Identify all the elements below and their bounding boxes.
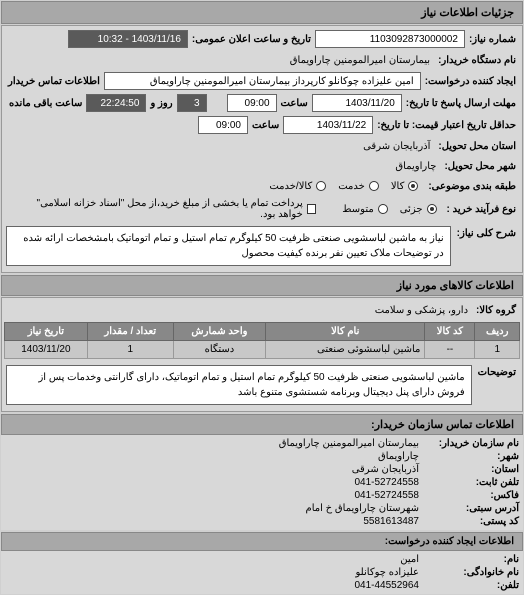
radio-goods-icon xyxy=(408,181,418,191)
td-name: ماشین لباسشوئی صنعتی xyxy=(266,341,425,359)
category-goods[interactable]: کالا xyxy=(391,181,419,192)
remaining-label: ساعت باقی مانده xyxy=(5,98,86,109)
td-code: -- xyxy=(425,341,475,359)
time-label-2: ساعت xyxy=(248,120,283,131)
radio-medium-icon xyxy=(378,204,388,214)
contact-province-value: آذربایجان شرقی xyxy=(352,464,419,475)
page-header: جزئیات اطلاعات نیاز xyxy=(1,1,523,24)
th-code: کد کالا xyxy=(425,323,475,341)
group-label: گروه کالا: xyxy=(472,305,520,316)
contact-province-label: استان: xyxy=(419,464,519,475)
payment-label: پرداخت تمام یا بخشی از مبلغ خرید،از محل … xyxy=(10,198,303,220)
device-label: نام دستگاه خریدار: xyxy=(434,55,520,66)
type-small[interactable]: جزئی xyxy=(400,204,437,215)
contact-city-value: چاراویماق xyxy=(378,451,419,462)
radio-both-icon xyxy=(316,181,326,191)
postal-label: کد پستی: xyxy=(419,516,519,527)
fax-label: فاكس: xyxy=(419,490,519,501)
request-info-section: شماره نیاز: 1103092873000002 تاریخ و ساع… xyxy=(1,25,523,273)
datetime-label: تاریخ و ساعت اعلان عمومی: xyxy=(188,34,315,45)
time-label-1: ساعت xyxy=(277,98,312,109)
deadline-date: 1403/11/20 xyxy=(312,94,402,112)
number-value: 1103092873000002 xyxy=(315,30,465,48)
desc-value: نیاز به ماشین لباسشویی صنعتی ظرفیت 50 کی… xyxy=(6,226,451,266)
th-unit: واحد شمارش xyxy=(173,323,265,341)
address-value: شهرستان چاراویماق خ امام xyxy=(306,503,420,514)
price-validity-date: 1403/11/22 xyxy=(283,116,373,134)
days-label: روز و xyxy=(146,98,176,109)
creator-name-label: نام: xyxy=(419,554,519,565)
purchase-type-label: نوع فرآیند خرید : xyxy=(443,204,520,215)
category-both[interactable]: کالا/خدمت xyxy=(269,181,326,192)
city-value: چاراویماق xyxy=(391,161,440,172)
td-row: 1 xyxy=(475,341,520,359)
th-date: تاریخ نیاز xyxy=(5,323,88,341)
th-name: نام کالا xyxy=(266,323,425,341)
type-small-label: جزئی xyxy=(400,204,423,215)
creator-value: امین علیزاده چوکانلو کارپرداز بیمارستان … xyxy=(104,72,421,90)
remaining-value: 22:24:50 xyxy=(86,94,146,112)
phone-label: تلفن ثابت: xyxy=(419,477,519,488)
radio-small-icon xyxy=(427,204,437,214)
td-unit: دستگاه xyxy=(173,341,265,359)
cat-both-label: کالا/خدمت xyxy=(269,181,312,192)
days-value: 3 xyxy=(177,94,207,112)
page-title: جزئیات اطلاعات نیاز xyxy=(421,7,514,19)
notes-value: ماشین لباسشویی صنعتی ظرفیت 50 کیلوگرم تم… xyxy=(6,365,472,405)
org-name-value: بیمارستان امیرالمومنین چاراویماق xyxy=(279,438,419,449)
th-qty: تعداد / مقدار xyxy=(87,323,173,341)
province-label: استان محل تحویل: xyxy=(434,141,520,152)
address-label: آدرس سبتی: xyxy=(419,503,519,514)
category-label: طبقه بندی موضوعی: xyxy=(424,181,520,192)
number-label: شماره نیاز: xyxy=(465,34,520,45)
payment-checkbox[interactable]: پرداخت تمام یا بخشی از مبلغ خرید،از محل … xyxy=(10,198,316,220)
deadline-time: 09:00 xyxy=(227,94,277,112)
goods-section-title: اطلاعات کالاهای مورد نیاز xyxy=(1,275,523,296)
org-name-label: نام سازمان خریدار: xyxy=(419,438,519,449)
notes-label: توضیحات xyxy=(474,363,520,378)
city-label: شهر محل تحویل: xyxy=(440,161,520,172)
creator-phone-value: 041-44552964 xyxy=(354,580,419,591)
radio-services-icon xyxy=(369,181,379,191)
province-value: آذربایجان شرقی xyxy=(359,141,434,152)
creator-section-title: اطلاعات ایجاد کننده درخواست: xyxy=(1,532,523,551)
group-value: دارو، پزشکی و سلامت xyxy=(371,305,472,316)
cat-goods-label: کالا xyxy=(391,181,405,192)
type-medium-label: متوسط xyxy=(342,204,373,215)
contact-section-title: اطلاعات تماس سازمان خریدار: xyxy=(1,414,523,435)
creator-family-label: نام خانوادگی: xyxy=(419,567,519,578)
th-row: ردیف xyxy=(475,323,520,341)
table-row: 1 -- ماشین لباسشوئی صنعتی دستگاه 1 1403/… xyxy=(5,341,520,359)
device-value: بیمارستان امیرالمومنین چاراویماق xyxy=(286,55,434,66)
price-validity-time: 09:00 xyxy=(198,116,248,134)
td-qty: 1 xyxy=(87,341,173,359)
contact-label: اطلاعات تماس خریدار xyxy=(4,76,104,87)
phone-value: 041-52724558 xyxy=(354,477,419,488)
postal-value: 5581613487 xyxy=(363,516,419,527)
deadline-label: مهلت ارسال پاسخ تا تاریخ: xyxy=(402,98,520,109)
creator-phone-label: تلفن: xyxy=(419,580,519,591)
fax-value: 041-52724558 xyxy=(354,490,419,501)
goods-table: ردیف کد کالا نام کالا واحد شمارش تعداد /… xyxy=(4,322,520,359)
datetime-value: 1403/11/16 - 10:32 xyxy=(68,30,188,48)
creator-name-value: امین xyxy=(400,554,419,565)
goods-section: گروه کالا: دارو، پزشکی و سلامت ردیف کد ک… xyxy=(1,297,523,412)
creator-family-value: علیزاده چوکانلو xyxy=(356,567,419,578)
checkbox-payment-icon xyxy=(307,204,317,214)
category-services[interactable]: خدمت xyxy=(338,181,379,192)
creator-info: نام: امین نام خانوادگی: علیزاده چوکانلو … xyxy=(1,551,523,594)
contact-city-label: شهر: xyxy=(419,451,519,462)
desc-label: شرح کلی نیاز: xyxy=(453,224,520,239)
creator-label: ایجاد کننده درخواست: xyxy=(421,76,520,87)
contact-info: نام سازمان خریدار: بیمارستان امیرالمومنی… xyxy=(1,435,523,530)
cat-services-label: خدمت xyxy=(338,181,365,192)
price-validity-label: حداقل تاریخ اعتبار قیمت: تا تاریخ: xyxy=(373,120,520,131)
type-medium[interactable]: متوسط xyxy=(342,204,387,215)
td-date: 1403/11/20 xyxy=(5,341,88,359)
